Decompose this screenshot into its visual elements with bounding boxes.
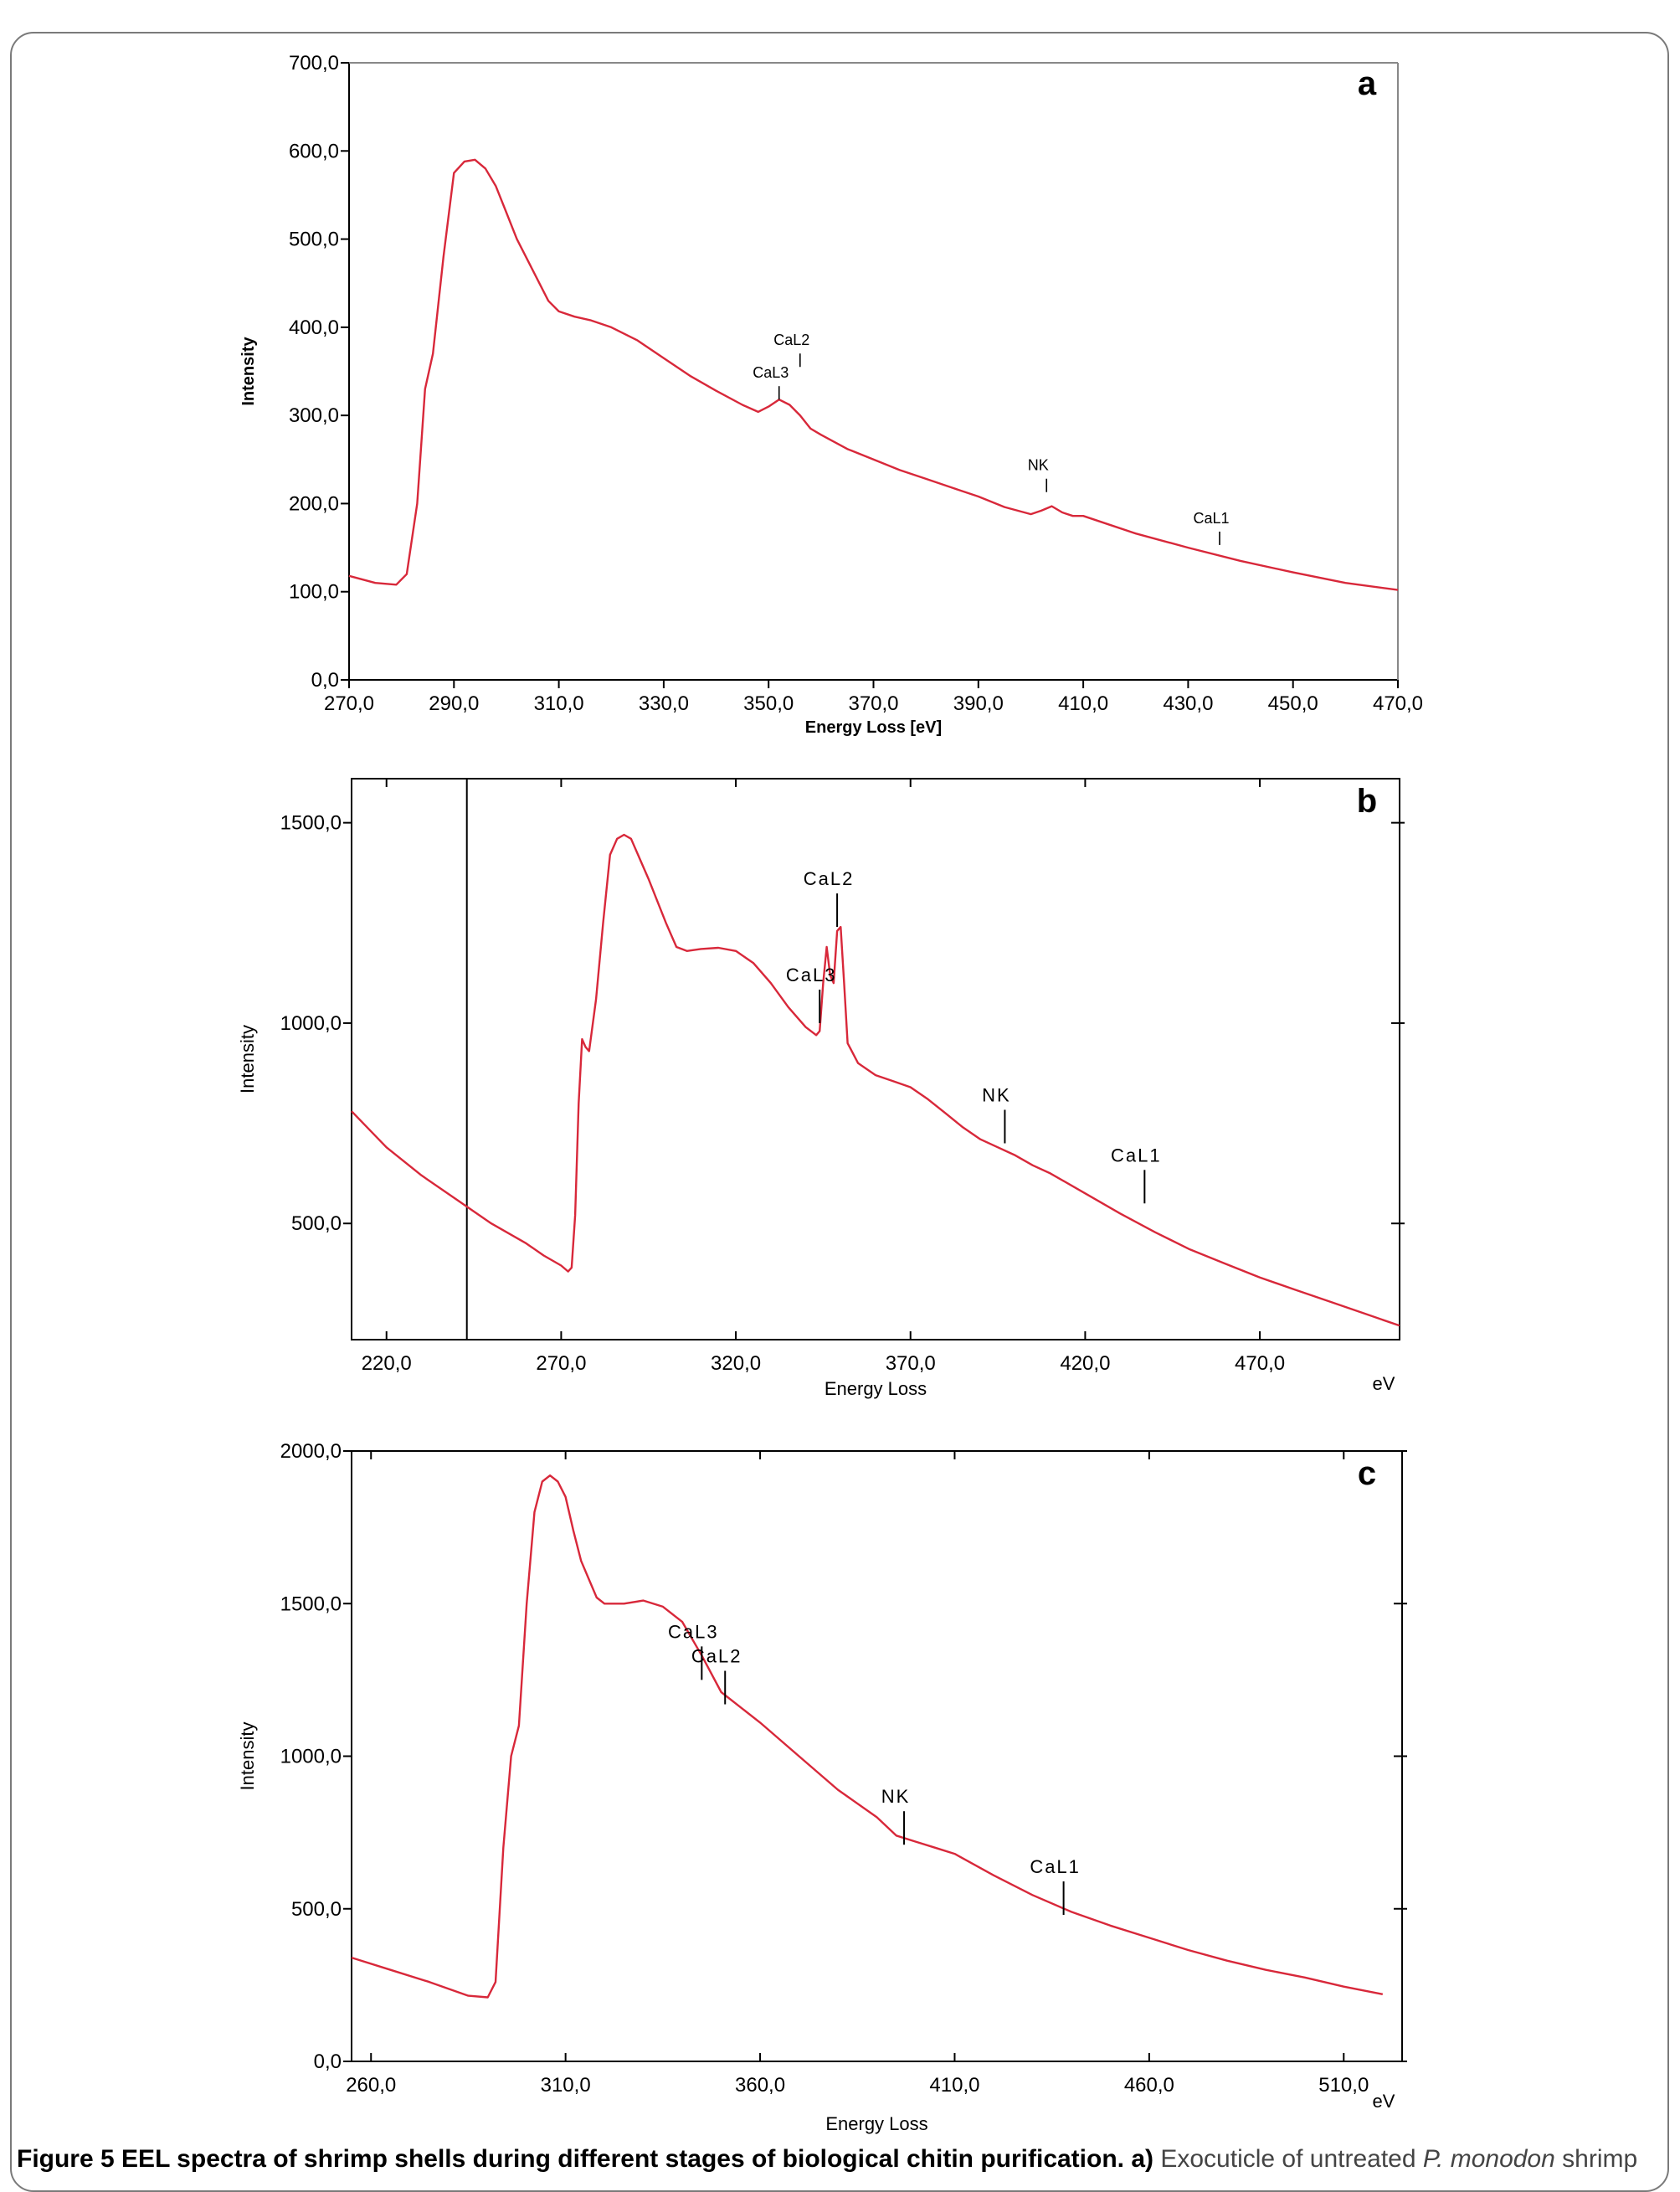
annotation-cal1: CaL1 [1193,510,1230,545]
x-tick-label: 260,0 [346,2074,396,2097]
annotation-nk: NK [982,1085,1011,1144]
x-tick-label: 310,0 [541,2074,591,2097]
caption-tail: shrimp [1554,2145,1638,2173]
y-tick-label: 500,0 [289,229,339,251]
panel-label: a [1358,65,1377,102]
annotation-nk: NK [881,1786,911,1845]
y-tick-label: 400,0 [289,316,339,339]
caption-title: EEL spectra of shrimp shells during diff… [121,2145,1124,2173]
y-tick-label: 300,0 [289,404,339,427]
annotation-cal2: CaL2 [691,1646,742,1705]
spectrum-line [348,158,1399,591]
x-tick-label: 460,0 [1124,2074,1174,2097]
x-unit-label: eV [1373,2091,1395,2112]
x-tick-label: 330,0 [639,692,689,715]
x-tick-label: 390,0 [953,692,1004,715]
y-axis-title: Intensity [237,1025,258,1093]
chart-panel-c: 260,0 310,0 360,0 410,0 460,0 510,0 0,0 500,0 10… [237,1440,1407,2134]
annotation-cal1: CaL1 [1030,1856,1081,1916]
caption-text: Exocuticle of untreated [1153,2145,1423,2173]
x-tick-label: 270,0 [324,692,374,715]
y-axis-title: Intensity [239,337,258,406]
annotation-label: NK [881,1786,911,1807]
y-tick-label: 1500,0 [280,1593,342,1615]
x-tick-label: 510,0 [1318,2074,1369,2097]
annotation-label: CaL3 [786,965,837,985]
y-tick-label: 1000,0 [280,1012,342,1035]
y-tick-label: 2000,0 [280,1440,342,1463]
x-tick-label: 320,0 [711,1352,761,1375]
annotation-cal2: CaL2 [773,332,809,368]
x-tick-label: 470,0 [1373,692,1423,715]
y-tick-label: 500,0 [291,1898,342,1921]
x-tick-label: 470,0 [1235,1352,1285,1375]
annotation-cal3: CaL3 [753,364,789,400]
caption-label: Figure 5 [17,2145,115,2173]
annotation-cal1: CaL1 [1111,1145,1162,1204]
x-tick-label: 370,0 [886,1352,936,1375]
x-tick-label: 270,0 [536,1352,586,1375]
x-tick-label: 360,0 [735,2074,785,2097]
y-tick-label: 200,0 [289,492,339,515]
y-tick-label: 1000,0 [280,1746,342,1768]
plot-frame [351,778,1400,1340]
x-axis-title: Energy Loss [825,1378,927,1399]
annotation-label: NK [1028,457,1049,474]
y-tick-label: 600,0 [289,140,339,162]
y-tick-label: 0,0 [314,2050,342,2073]
x-tick-label: 450,0 [1268,692,1318,715]
annotation-label: CaL2 [804,868,855,889]
annotation-nk: NK [1028,457,1049,492]
x-tick-label: 410,0 [1058,692,1108,715]
y-tick-label: 100,0 [289,581,339,604]
annotation-label: CaL1 [1030,1856,1081,1877]
x-tick-label: 220,0 [362,1352,412,1375]
plot-frame [351,1450,1403,2062]
x-tick-label: 410,0 [929,2074,979,2097]
panel-label: c [1358,1455,1376,1492]
annotation-label: CaL3 [668,1621,719,1642]
x-tick-label: 370,0 [848,692,898,715]
x-tick-label: 350,0 [743,692,794,715]
panel-label: b [1357,783,1377,820]
annotation-cal2: CaL2 [804,868,855,928]
y-tick-label: 0,0 [311,669,339,692]
spectrum-line [351,1474,1384,1999]
caption-part-a: a) [1131,2145,1154,2173]
x-unit-label: eV [1373,1373,1395,1394]
y-axis-title: Intensity [237,1722,258,1791]
annotation-label: CaL1 [1193,510,1229,527]
annotation-label: CaL3 [753,364,789,381]
annotation-cal3: CaL3 [786,965,837,1023]
x-tick-label: 430,0 [1163,692,1213,715]
x-tick-label: 420,0 [1060,1352,1110,1375]
spectrum-line [351,833,1400,1327]
chart-panel-a: 270,0 290,0 310,0 330,0 350,0 370,0 390,0 410,0… [239,52,1423,737]
annotation-cal3: CaL3 [668,1621,719,1680]
x-axis-title: Energy Loss [825,2113,927,2134]
figure-caption: Figure 5 EEL spectra of shrimp shells du… [17,2145,1666,2174]
annotation-label: CaL1 [1111,1145,1162,1165]
y-tick-label: 1500,0 [280,812,342,835]
annotation-label: NK [982,1085,1011,1106]
y-tick-label: 700,0 [289,52,339,75]
x-tick-label: 310,0 [534,692,584,715]
annotation-label: CaL2 [691,1646,742,1667]
caption-species: P. monodon [1422,2145,1555,2173]
chart-panel-b: 220,0 270,0 320,0 370,0 420,0 470,0 500,0 1000,… [237,778,1405,1399]
x-tick-label: 290,0 [429,692,479,715]
x-axis-title: Energy Loss [eV] [805,718,942,737]
annotation-label: CaL2 [773,332,809,348]
y-tick-label: 500,0 [291,1212,342,1235]
